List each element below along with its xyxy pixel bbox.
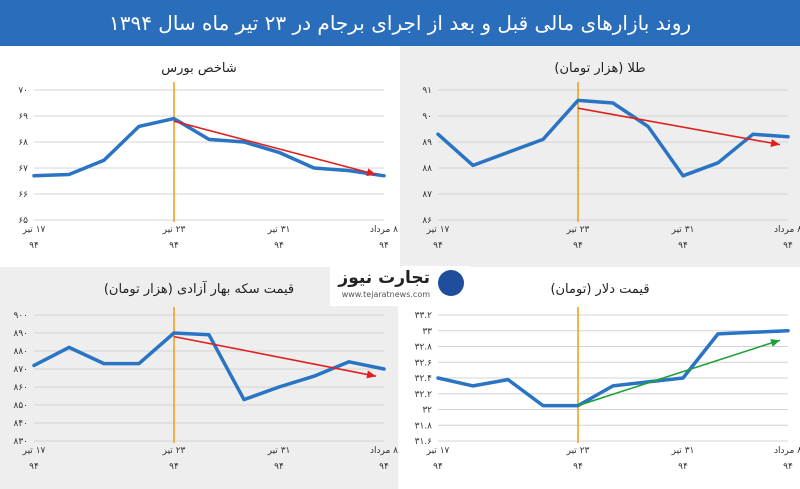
dollar-y-tick-label: ۳۳.۲ — [415, 311, 433, 321]
coin-x-tick-label: ۹۴ — [29, 462, 39, 472]
coin-y-tick-label: ۹۰۰ — [13, 311, 28, 321]
coin-y-tick-label: ۸۹۰ — [13, 329, 28, 339]
gold-x-tick-label: ۱۷ تیر — [426, 225, 450, 235]
gold-y-tick-label: ۸۷ — [422, 190, 432, 200]
dollar-chart: قیمت دلار (تومان) ۳۱.۶ ۳۱.۸ ۳۲ ۳۲.۲ ۳۲.۴ ۳۲.۶ ۳… — [400, 267, 800, 489]
coin-x-tick-label: ۸ مرداد — [370, 446, 398, 456]
bourse-title: شاخص بورس — [161, 61, 236, 76]
dollar-y-tick-label: ۳۱.۶ — [415, 437, 433, 447]
dollar-y-tick-label: ۳۲.۸ — [415, 343, 433, 353]
coin-title: قیمت سکه بهار آزادی (هزار تومان) — [104, 280, 294, 297]
dollar-y-tick-label: ۳۲.۲ — [415, 390, 433, 400]
coin-x-tick-label: ۳۱ تیر — [267, 446, 291, 456]
gold-background — [400, 46, 800, 267]
coin-y-tick-label: ۸۴۰ — [13, 419, 28, 429]
bourse-background — [0, 46, 398, 267]
bourse-y-tick-label: ۶۸ — [18, 138, 28, 148]
gold-trend-arrow — [577, 107, 781, 146]
bourse-x-tick-label: ۹۴ — [274, 241, 284, 251]
coin-y-tick-label: ۸۶۰ — [13, 383, 28, 393]
gold-trend-arrowhead — [770, 139, 780, 147]
tejarat-news-logo: تجارت نیوز www.tejaratnews.com — [330, 266, 470, 306]
chart-panel-gold: طلا (هزار تومان) ۸۶ ۸۷ ۸۸ ۸۹ ۹۰ ۹۱ ۱۷ تیر ۹۴ ۲۳ ت… — [400, 46, 800, 267]
dollar-title: قیمت دلار (تومان) — [550, 282, 649, 297]
gold-y-tick-label: ۸۶ — [422, 216, 432, 226]
bourse-y-tick-label: ۶۷ — [18, 164, 28, 174]
dollar-y-tick-label: ۳۲ — [422, 406, 432, 416]
bourse-y-tick-label: ۶۶ — [18, 190, 28, 200]
coin-y-tick-label: ۸۸۰ — [13, 347, 28, 357]
coin-trend-arrowhead — [366, 370, 376, 379]
gold-title: طلا (هزار تومان) — [554, 61, 645, 76]
coin-x-tick-label: ۲۳ تیر — [162, 446, 186, 456]
dollar-x-tick-label: ۹۴ — [678, 462, 688, 472]
dollar-y-tick-label: ۳۲.۶ — [415, 358, 433, 368]
chart-panel-bourse: شاخص بورس ۶۵ ۶۶ ۶۷ ۶۸ ۶۹ ۷۰ ۱۷ تیر ۹۴ ۲۳ تیر ۹۴ ۳۱ … — [0, 46, 398, 267]
bourse-chart: شاخص بورس ۶۵ ۶۶ ۶۷ ۶۸ ۶۹ ۷۰ ۱۷ تیر ۹۴ ۲۳ تیر ۹۴ ۳۱ … — [0, 46, 398, 267]
gold-chart: طلا (هزار تومان) ۸۶ ۸۷ ۸۸ ۸۹ ۹۰ ۹۱ ۱۷ تیر ۹۴ ۲۳ ت… — [400, 46, 800, 267]
gold-y-tick-label: ۹۰ — [422, 112, 432, 122]
bourse-x-tick-label: ۲۳ تیر — [162, 225, 186, 235]
gold-y-tick-label: ۹۱ — [422, 86, 432, 96]
dollar-x-tick-label: ۳۱ تیر — [671, 446, 695, 456]
coin-trend-arrow — [173, 335, 377, 377]
gold-y-tick-label: ۸۸ — [422, 164, 432, 174]
header-bar: روند بازارهای مالی قبل و بعد از اجرای بر… — [0, 0, 800, 46]
gold-x-tick-label: ۳۱ تیر — [671, 225, 695, 235]
coin-y-tick-label: ۸۵۰ — [13, 401, 28, 411]
logo-wordmark: تجارت نیوز — [338, 268, 430, 288]
bourse-x-tick-label: ۹۴ — [379, 241, 389, 251]
gold-x-tick-label: ۹۴ — [678, 241, 688, 251]
dollar-x-tick-label: ۹۴ — [433, 462, 443, 472]
dollar-x-tick-label: ۸ مرداد — [774, 446, 800, 456]
dollar-y-tick-label: ۳۱.۸ — [415, 421, 433, 431]
dollar-y-tick-label: ۳۳ — [422, 327, 432, 337]
coin-y-tick-label: ۸۷۰ — [13, 365, 28, 375]
bourse-x-tick-label: ۹۴ — [169, 241, 179, 251]
bourse-x-tick-label: ۳۱ تیر — [267, 225, 291, 235]
bourse-x-tick-label: ۸ مرداد — [370, 225, 398, 235]
bourse-x-tick-label: ۱۷ تیر — [22, 225, 46, 235]
gold-x-tick-label: ۹۴ — [433, 241, 443, 251]
dollar-trend-arrow — [577, 339, 781, 407]
coin-y-tick-label: ۸۳۰ — [13, 437, 28, 447]
dollar-trend-arrowhead — [770, 339, 780, 347]
dollar-x-tick-label: ۲۳ تیر — [566, 446, 590, 456]
gold-x-tick-label: ۹۴ — [783, 241, 793, 251]
coin-x-tick-label: ۹۴ — [274, 462, 284, 472]
logo-url: www.tejaratnews.com — [341, 290, 430, 299]
gold-y-tick-label: ۸۹ — [422, 138, 432, 148]
dollar-x-tick-label: ۱۷ تیر — [426, 446, 450, 456]
dollar-y-tick-label: ۳۲.۴ — [415, 374, 433, 384]
gold-x-tick-label: ۸ مرداد — [774, 225, 800, 235]
coin-x-tick-label: ۹۴ — [169, 462, 179, 472]
coin-x-tick-label: ۱۷ تیر — [22, 446, 46, 456]
bourse-y-tick-label: ۶۵ — [18, 216, 28, 226]
bourse-y-tick-label: ۷۰ — [18, 86, 28, 96]
bourse-trend-arrow — [173, 120, 377, 176]
bourse-x-tick-label: ۹۴ — [29, 241, 39, 251]
dollar-x-tick-label: ۹۴ — [783, 462, 793, 472]
coin-x-tick-label: ۹۴ — [379, 462, 389, 472]
logo-arrow-icon — [438, 270, 464, 296]
bourse-trend-arrowhead — [366, 168, 376, 177]
page-title: روند بازارهای مالی قبل و بعد از اجرای بر… — [108, 11, 692, 35]
dollar-x-tick-label: ۹۴ — [573, 462, 583, 472]
gold-x-tick-label: ۹۴ — [573, 241, 583, 251]
chart-panel-dollar: قیمت دلار (تومان) ۳۱.۶ ۳۱.۸ ۳۲ ۳۲.۲ ۳۲.۴ ۳۲.۶ ۳… — [400, 267, 800, 489]
bourse-y-tick-label: ۶۹ — [18, 112, 28, 122]
gold-x-tick-label: ۲۳ تیر — [566, 225, 590, 235]
